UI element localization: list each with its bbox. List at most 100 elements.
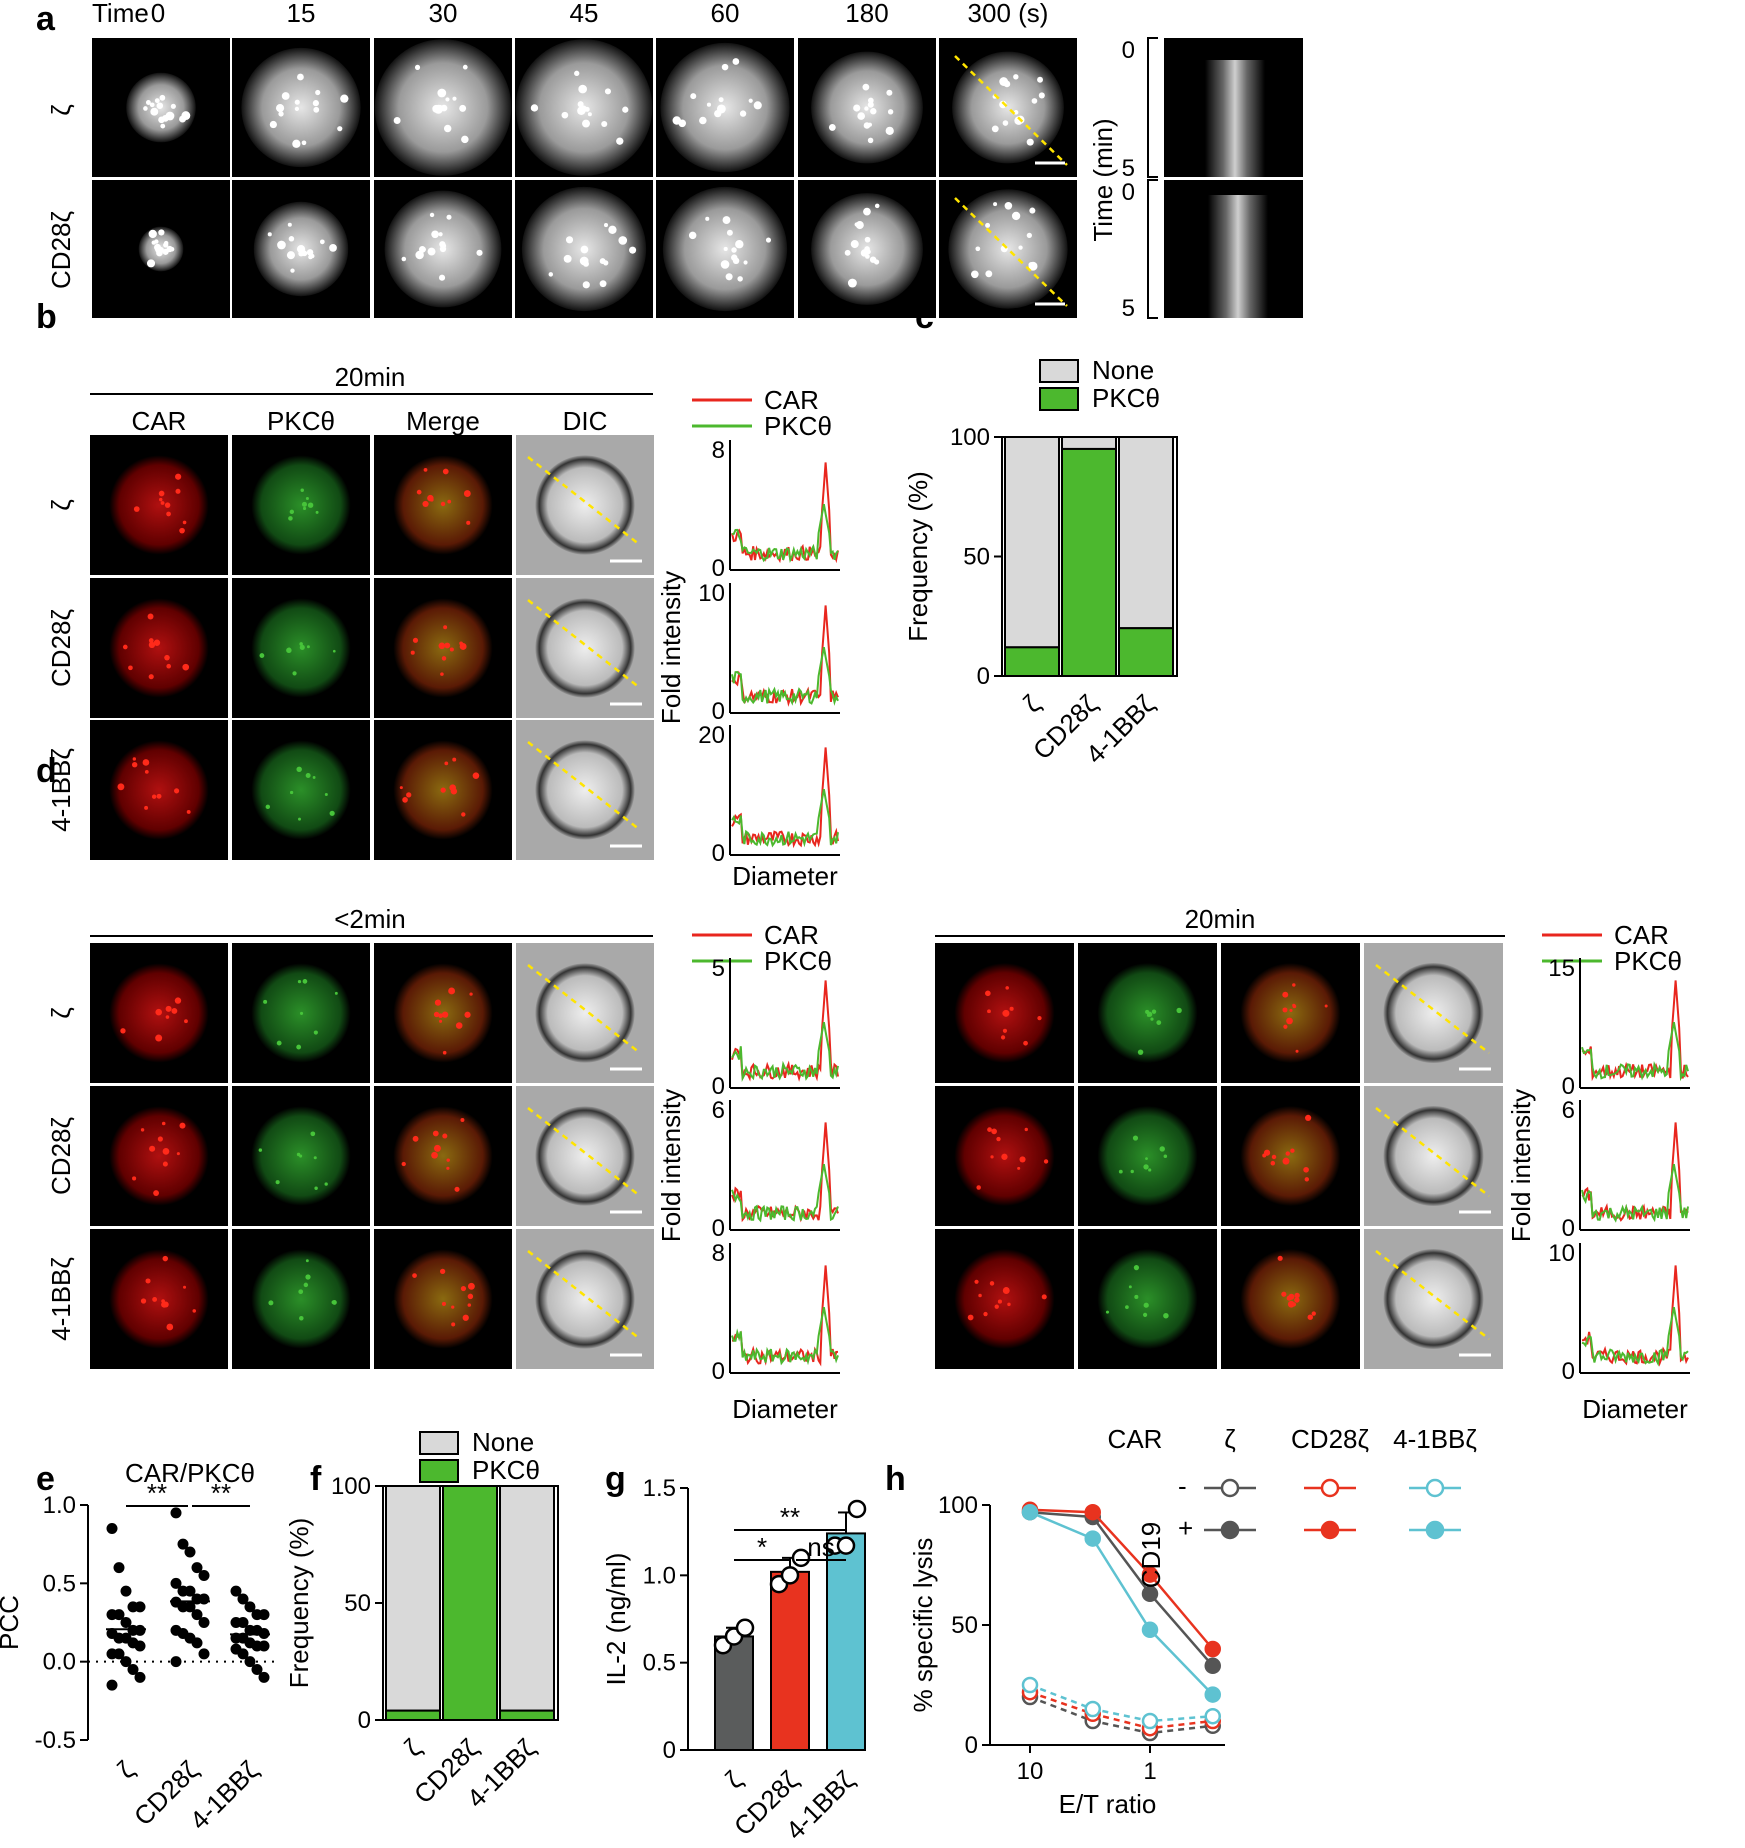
car-puncta [128, 665, 133, 671]
microcluster-dot [290, 268, 295, 273]
car-puncta [412, 637, 419, 643]
y-tick-label: 1.5 [643, 1475, 676, 1502]
car-puncta [416, 489, 422, 495]
microcluster-dot [530, 104, 539, 112]
car-puncta [144, 769, 149, 774]
pkc-intensity-trace [1581, 1164, 1689, 1223]
pkc-intensity-trace [731, 1164, 839, 1223]
pkc-puncta [334, 991, 338, 995]
microcluster-dot [722, 216, 731, 225]
row-label: 4-1BBζ [46, 748, 76, 832]
car-puncta [1271, 1154, 1277, 1160]
linescan-line [954, 55, 1068, 166]
car-puncta [439, 1019, 443, 1023]
pkc-puncta [313, 1030, 318, 1035]
cell-image [1383, 1105, 1484, 1207]
car-puncta [1285, 1151, 1290, 1156]
microcluster-dot [156, 102, 164, 109]
pkc-puncta [296, 766, 302, 773]
microcluster-dot [688, 231, 697, 240]
profile-ymin-tick: 0 [712, 840, 725, 867]
panel-d-label: d [36, 752, 57, 790]
microcluster-dot [170, 103, 176, 109]
legend-pkc-label: PKCθ [472, 1455, 540, 1485]
kymo-axis-label: Time (min) [1088, 118, 1118, 241]
profile-ymin-tick: 0 [712, 698, 725, 725]
microcluster-dot [732, 257, 740, 265]
profile-ymax-tick: 8 [712, 1240, 725, 1267]
microcluster-dot [1038, 92, 1045, 99]
car-puncta [438, 642, 446, 650]
microcluster-dot [678, 119, 687, 128]
pkc-puncta [300, 488, 304, 492]
microcluster-dot [574, 70, 580, 77]
car-puncta [160, 501, 165, 505]
bar-pkc [1118, 627, 1174, 678]
row-label: 4-1BBζ [46, 1257, 76, 1341]
pkc-puncta [305, 496, 309, 500]
microcluster-dot [286, 251, 295, 260]
pkc-intensity-trace [731, 789, 839, 848]
car-puncta [182, 663, 190, 671]
microcluster-dot [297, 73, 304, 81]
car-puncta [1024, 1127, 1028, 1132]
panel-f-label: f [310, 1460, 322, 1498]
y-tick-label: 0 [977, 663, 990, 690]
legend-pkc-swatch [1039, 387, 1079, 411]
microcluster-dot [699, 116, 707, 125]
data-point [1141, 1712, 1159, 1730]
profile-ylabel: Fold intensity [656, 571, 686, 724]
car-puncta [460, 1118, 465, 1123]
car-puncta [1286, 1017, 1293, 1025]
car-puncta [432, 1130, 439, 1137]
microcluster-dot [437, 88, 447, 98]
microcluster-dot [301, 140, 307, 146]
microcluster-dot [582, 281, 590, 289]
legend-row-label: - [1178, 1471, 1187, 1501]
car-puncta [431, 1151, 438, 1159]
car-puncta [133, 506, 140, 512]
kymo-tick-5-bottom: 5 [1122, 295, 1135, 322]
microcluster-dot [439, 245, 447, 253]
car-puncta [164, 654, 170, 661]
pkc-puncta [315, 510, 319, 514]
pkc-puncta [1143, 1302, 1149, 1308]
microcluster-dot [414, 64, 421, 70]
microcluster-dot [844, 249, 851, 256]
microcluster-dot [154, 239, 159, 244]
microcluster-dot [756, 102, 762, 108]
microcluster-dot [864, 236, 871, 243]
car-puncta [1043, 1159, 1049, 1164]
car-puncta [464, 1011, 471, 1018]
microcluster-dot [971, 270, 979, 279]
microcluster-dot [975, 246, 981, 252]
car-puncta [447, 499, 452, 504]
profile-xlabel: Diameter [732, 861, 838, 891]
data-point [230, 1585, 242, 1597]
pkc-puncta [296, 1044, 302, 1050]
data-point [198, 1570, 210, 1581]
microcluster-dot [160, 123, 166, 129]
car-puncta [1002, 1028, 1008, 1033]
data-point [847, 1499, 867, 1519]
car-puncta [1041, 1294, 1047, 1300]
car-puncta [985, 990, 991, 997]
car-puncta [967, 1314, 974, 1321]
car-puncta [1289, 1008, 1293, 1012]
pkc-puncta [313, 1156, 317, 1160]
linescan-line [527, 741, 641, 831]
profile-ymax-tick: 20 [698, 722, 725, 749]
y-tick-label: -0.5 [35, 1727, 76, 1754]
bar-none [499, 1485, 555, 1712]
microcluster-dot [301, 250, 308, 257]
microcluster-dot [587, 112, 592, 117]
car-puncta [1270, 1160, 1276, 1166]
microcluster-dot [445, 97, 450, 102]
car-puncta [1304, 1177, 1310, 1182]
panel-g-label: g [605, 1460, 626, 1498]
car-puncta [1294, 1297, 1300, 1303]
car-puncta [1005, 986, 1009, 990]
pkc-puncta [1148, 1168, 1152, 1172]
microcluster-dot [329, 243, 337, 252]
data-point [106, 1523, 118, 1534]
